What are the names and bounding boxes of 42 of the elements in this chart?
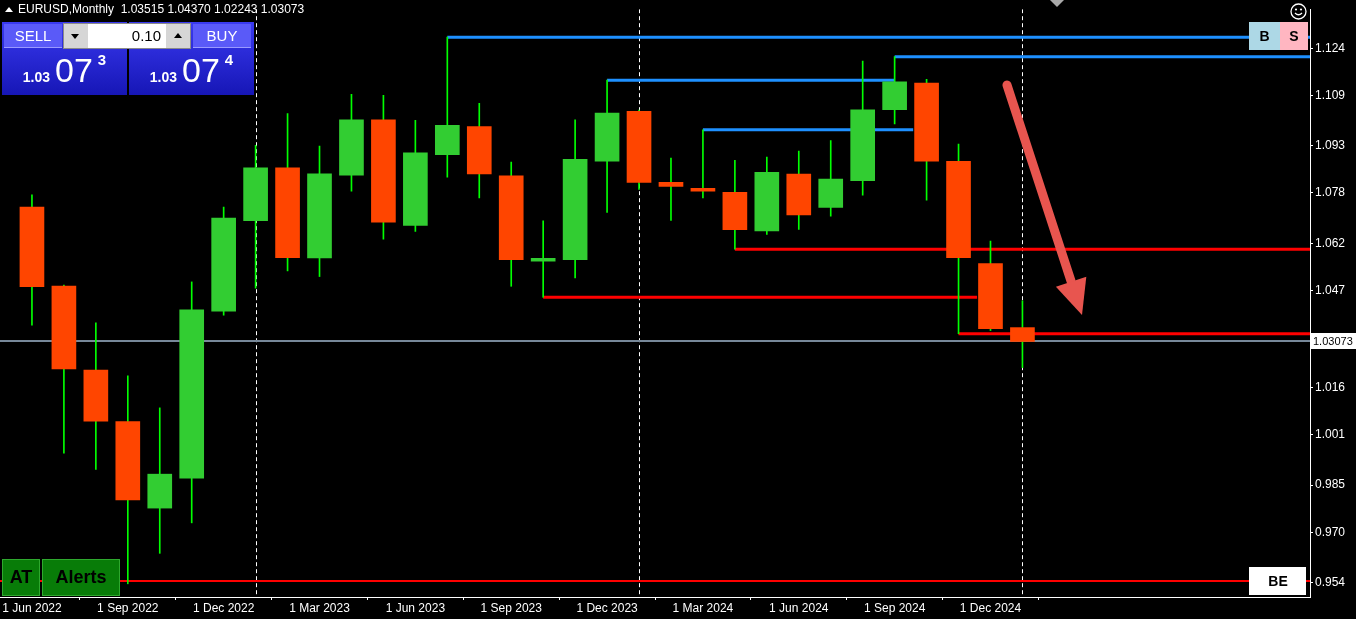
annotation: Alerts — [55, 567, 107, 587]
alerts-button: Alerts — [42, 559, 120, 596]
x-tick-label: 1 Jun 2022 — [2, 600, 62, 615]
x-tick-label: 1 Jun 2024 — [769, 600, 829, 615]
x-tick-label: 1 Jun 2023 — [385, 600, 446, 615]
x-tick-label: 1 Dec 2024 — [959, 600, 1022, 615]
x-tick-label: 1 Sep 2023 — [480, 600, 543, 615]
x-tick-label: 1 Sep 2024 — [863, 600, 926, 615]
x-tick-label: 1 Dec 2023 — [576, 600, 639, 615]
candlestick — [434, 36, 460, 178]
sell-button: SELL — [4, 24, 62, 48]
x-tick-label: 1 Dec 2022 — [192, 600, 255, 615]
y-tick-label: 1.124 — [1315, 40, 1346, 55]
letter-b-button: B — [1249, 22, 1280, 50]
annotation: SELL — [14, 27, 52, 44]
annotation: B — [1259, 28, 1270, 44]
buy-button: BUY — [193, 24, 251, 48]
y-tick-label: 1.062 — [1315, 235, 1346, 250]
letter-s-button: S — [1280, 22, 1308, 50]
y-tick-label: 0.970 — [1315, 524, 1346, 539]
y-tick-label: 0.985 — [1315, 477, 1346, 492]
chart-title: EURUSD,Monthly 1.03515 1.04370 1.02243 1.03073 — [18, 2, 305, 17]
annotation: BE — [1268, 573, 1288, 590]
y-tick-label: 1.001 — [1315, 427, 1346, 442]
candlestick — [147, 407, 173, 554]
y-tick-label: 0.954 — [1315, 574, 1346, 589]
x-tick-label: 1 Mar 2023 — [289, 600, 351, 615]
lot-size-input: 0.10 — [88, 24, 166, 48]
y-tick-label: 1.078 — [1315, 185, 1346, 200]
x-tick-label: 1 Sep 2022 — [97, 600, 159, 615]
y-tick-label: 1.109 — [1315, 87, 1346, 102]
y-tick-label: 1.016 — [1315, 380, 1346, 395]
x-tick-label: 1 Mar 2024 — [672, 600, 734, 615]
y-tick-label: 1.093 — [1315, 138, 1346, 153]
annotation: 0.10 — [131, 27, 161, 44]
ref-line-label: 1.03073 — [1313, 335, 1353, 348]
y-tick-label: 1.047 — [1315, 282, 1346, 297]
annotation: S — [1289, 28, 1299, 44]
candlestick — [658, 157, 684, 221]
at-button: AT — [2, 559, 40, 596]
annotation: AT — [9, 567, 33, 587]
annotation: BUY — [206, 27, 238, 44]
